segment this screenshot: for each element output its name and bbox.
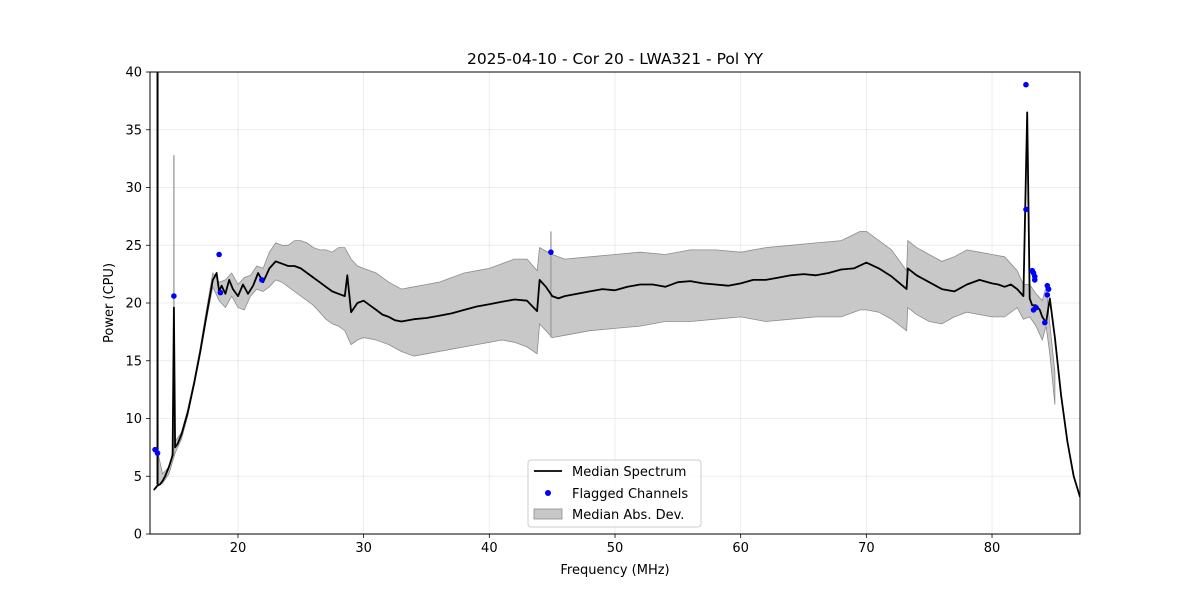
flagged-channel-point (548, 249, 554, 255)
y-axis-label: Power (CPU) (102, 263, 117, 343)
x-tick-label: 60 (732, 541, 749, 556)
flagged-channel-point (1030, 307, 1037, 313)
x-tick-label: 20 (230, 541, 247, 556)
legend-label-median: Median Spectrum (572, 465, 686, 480)
flagged-channels-series (152, 81, 1052, 456)
y-tick-label: 0 (134, 528, 142, 543)
legend: Median Spectrum Flagged Channels Median … (527, 459, 702, 528)
x-tick-label: 40 (481, 541, 498, 556)
y-tick-label: 30 (125, 181, 142, 196)
legend-marker-swatch (545, 490, 551, 496)
x-axis-ticks: 20 30 40 50 60 70 80 (230, 534, 1001, 556)
y-tick-label: 35 (125, 123, 142, 138)
y-tick-label: 15 (125, 354, 142, 369)
flagged-channel-point (1023, 206, 1029, 213)
x-tick-label: 50 (607, 541, 624, 556)
median-spectrum-line (153, 111, 1080, 498)
legend-patch-swatch (533, 508, 563, 520)
flagged-channel-point (1045, 286, 1052, 292)
y-tick-label: 40 (125, 66, 142, 81)
y-tick-label: 20 (125, 297, 142, 312)
flagged-channel-point (217, 289, 224, 296)
mad-band (157, 231, 1056, 487)
flagged-channel-point (1031, 277, 1038, 283)
legend-box (527, 459, 702, 528)
y-tick-label: 25 (125, 239, 142, 254)
flagged-channel-point (1044, 292, 1051, 298)
x-tick-label: 80 (984, 541, 1001, 556)
x-tick-label: 70 (858, 541, 875, 556)
mad-band-area (157, 231, 1056, 487)
flagged-channel-point (1023, 81, 1029, 88)
flagged-channel-point (259, 277, 265, 283)
y-axis-ticks: 0 5 10 15 20 25 30 35 40 (125, 66, 150, 543)
y-tick-label: 10 (125, 412, 142, 427)
y-tick-label: 5 (134, 470, 142, 485)
flagged-channel-point (154, 450, 161, 456)
flagged-channel-point (1042, 319, 1048, 326)
chart-title: 2025-04-10 - Cor 20 - LWA321 - Pol YY (467, 50, 764, 68)
flagged-channel-point (171, 293, 177, 299)
legend-label-mad: Median Abs. Dev. (572, 508, 684, 523)
median-spectrum-series (153, 111, 1080, 498)
x-tick-label: 30 (355, 541, 372, 556)
flagged-channel-point (216, 251, 222, 258)
x-axis-label: Frequency (MHz) (560, 563, 669, 578)
legend-label-flagged: Flagged Channels (572, 487, 688, 502)
